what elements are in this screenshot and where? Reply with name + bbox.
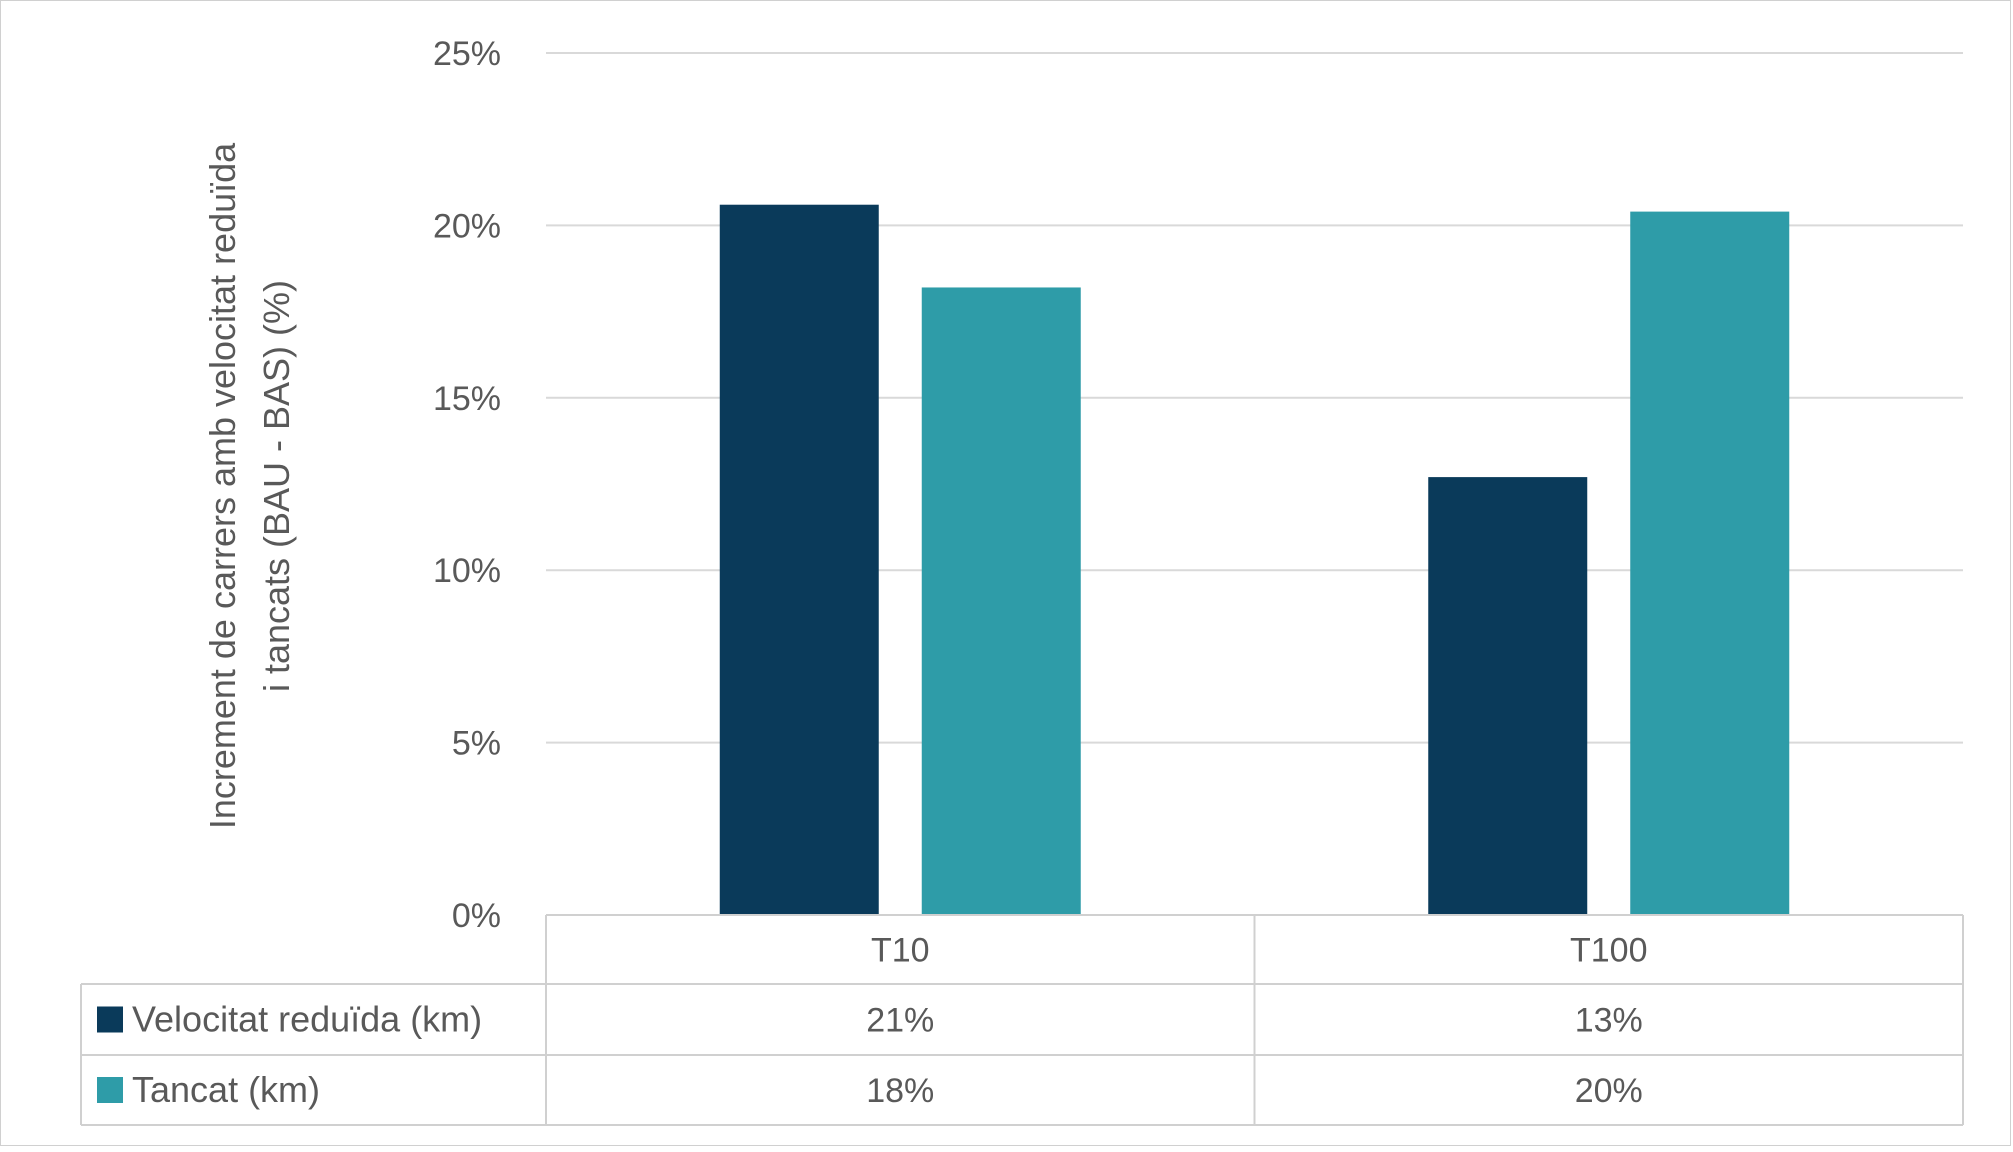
legend-swatch	[97, 1077, 123, 1103]
bars	[719, 204, 1790, 915]
data-label: 18%	[866, 1072, 934, 1110]
y-axis-label-line-1: Increment de carrers amb velocitat reduï…	[202, 142, 243, 829]
y-tick-label: 15%	[433, 380, 501, 418]
y-tick-label: 5%	[452, 725, 501, 763]
data-table: T10 T100 Velocitat reduïda (km) 21% 13% Tanca…	[80, 914, 1964, 1126]
y-tick-label: 20%	[433, 207, 501, 245]
bar	[921, 287, 1081, 915]
data-label: 13%	[1575, 1002, 1643, 1040]
x-category-label: T100	[1570, 932, 1648, 970]
y-tick-label: 0%	[452, 897, 501, 935]
y-axis-ticks: 0% 5% 10% 15% 20% 25%	[433, 35, 501, 935]
bar	[719, 204, 879, 915]
data-label: 20%	[1575, 1072, 1643, 1110]
legend-swatch	[97, 1006, 123, 1033]
bar	[1428, 477, 1588, 915]
y-tick-label: 25%	[433, 35, 501, 73]
y-axis-label-line-2: i tancats (BAU - BAS) (%)	[256, 280, 297, 692]
x-category-label: T10	[871, 932, 930, 970]
data-label: 21%	[866, 1002, 934, 1040]
bar	[1630, 211, 1790, 915]
legend-label: Tancat (km)	[132, 1069, 320, 1110]
y-tick-label: 10%	[433, 552, 501, 590]
legend-label: Velocitat reduïda (km)	[132, 999, 482, 1040]
